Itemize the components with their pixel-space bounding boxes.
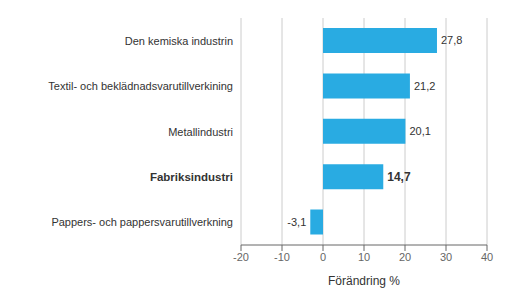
svg-text:Textil- och beklädnadsvarutill: Textil- och beklädnadsvarutillverkining xyxy=(48,80,233,92)
svg-text:14,7: 14,7 xyxy=(387,170,411,184)
svg-text:-10: -10 xyxy=(274,251,290,263)
svg-text:Den kemiska industrin: Den kemiska industrin xyxy=(125,35,233,47)
svg-text:30: 30 xyxy=(440,251,452,263)
svg-text:Fabriksindustri: Fabriksindustri xyxy=(150,171,233,183)
svg-text:Förändring %: Förändring % xyxy=(328,274,400,288)
svg-text:-3,1: -3,1 xyxy=(287,216,306,228)
svg-text:20,1: 20,1 xyxy=(409,125,430,137)
svg-text:20: 20 xyxy=(399,251,411,263)
svg-text:40: 40 xyxy=(481,251,493,263)
svg-text:10: 10 xyxy=(358,251,370,263)
svg-text:27,8: 27,8 xyxy=(441,34,462,46)
svg-text:Pappers- och pappersvarutillve: Pappers- och pappersvarutillverkning xyxy=(51,216,233,228)
svg-text:-20: -20 xyxy=(233,251,249,263)
svg-text:Metallindustri: Metallindustri xyxy=(168,126,233,138)
svg-text:21,2: 21,2 xyxy=(414,80,435,92)
svg-text:0: 0 xyxy=(320,251,326,263)
